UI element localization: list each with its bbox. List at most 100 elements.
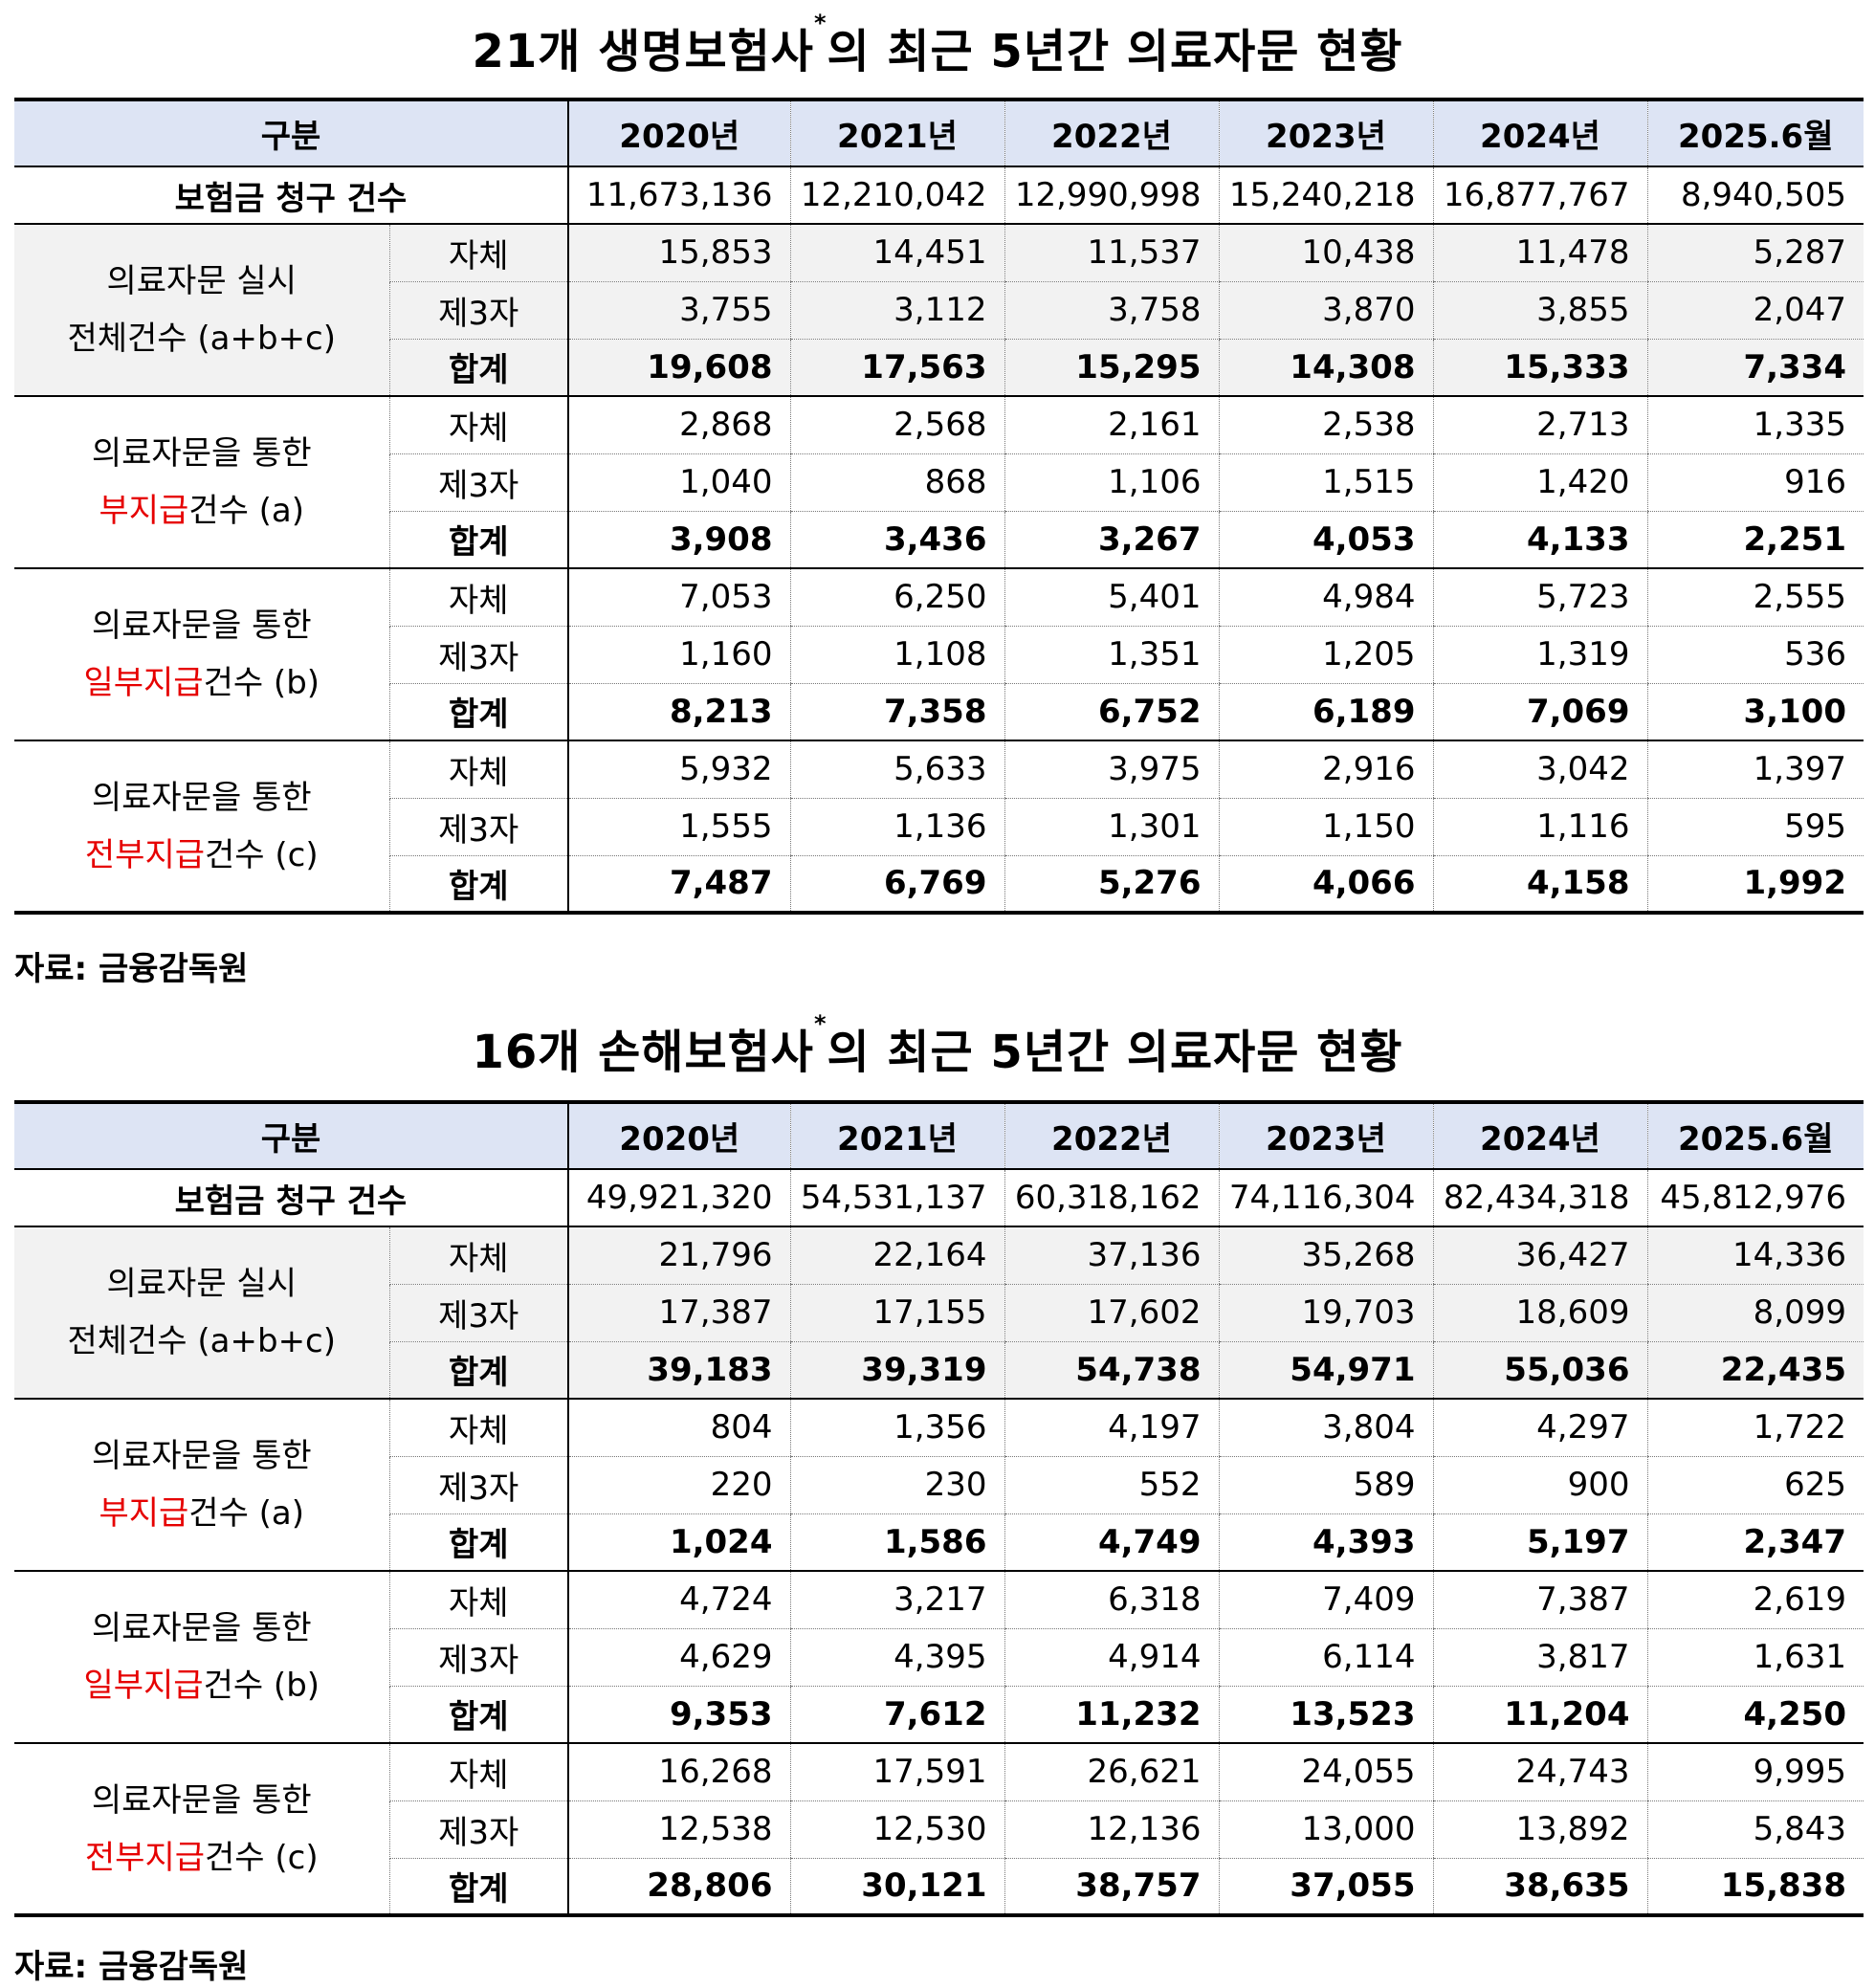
table-cell: 8,213 [567,683,790,741]
table-cell: 1,160 [567,626,790,684]
table-cell: 14,336 [1646,1226,1864,1285]
header-year: 2024년 [1432,98,1647,167]
table-cell: 3,112 [789,281,1004,340]
table-cell: 21,796 [567,1226,790,1285]
sub-label: 제3자 [388,453,568,512]
table-cell: 1,555 [567,798,790,856]
table-cell: 13,000 [1218,1800,1433,1859]
sub-label: 자체 [388,396,568,454]
header-year: 2023년 [1218,1100,1433,1170]
group-label: 의료자문을 통한 전부지급건수 (c) [14,1743,389,1917]
table-cell: 1,150 [1218,798,1433,856]
table-cell: 3,436 [789,511,1004,569]
table-cell: 3,804 [1218,1399,1433,1457]
table-row: 의료자문을 통한 부지급건수 (a) 자체 2,868 2,568 2,161 … [14,396,1864,569]
header-year: 2025.6월 [1646,1100,1864,1170]
table-cell: 26,621 [1004,1743,1219,1801]
sub-label: 자체 [388,568,568,627]
table-cell: 54,531,137 [789,1169,1004,1227]
table-cell: 3,855 [1432,281,1647,340]
table-row: 의료자문을 통한 일부지급건수 (b) 자체 4,724 3,217 6,318… [14,1571,1864,1744]
table-row: 제3자 4,629 4,395 4,914 6,114 3,817 1,631 [14,1628,1864,1687]
claims-row: 보험금 청구 건수 49,921,320 54,531,137 60,318,1… [14,1169,1864,1227]
table-cell: 1,351 [1004,626,1219,684]
table-cell: 1,319 [1432,626,1647,684]
table-cell: 15,295 [1004,339,1219,397]
nonlife-insurance-table: 구분 2020년 2021년 2022년 2023년 2024년 2025.6월… [14,1100,1864,1917]
table-cell: 39,319 [789,1341,1004,1400]
table-row: 제3자 12,538 12,530 12,136 13,000 13,892 5… [14,1800,1864,1859]
sub-label: 합계 [388,1686,568,1744]
table-cell: 24,055 [1218,1743,1433,1801]
table-cell: 36,427 [1432,1226,1647,1285]
table-row-total: 합계 9,353 7,612 11,232 13,523 11,204 4,25… [14,1686,1864,1744]
table-cell: 4,297 [1432,1399,1647,1457]
header-year: 2021년 [789,1100,1004,1170]
table-cell: 625 [1646,1456,1864,1514]
table-cell: 2,713 [1432,396,1647,454]
table-cell: 7,409 [1218,1571,1433,1629]
table-cell: 2,347 [1646,1513,1864,1572]
table-cell: 11,204 [1432,1686,1647,1744]
table-row: 제3자 1,040 868 1,106 1,515 1,420 916 [14,453,1864,512]
table-cell: 37,136 [1004,1226,1219,1285]
table-cell: 1,722 [1646,1399,1864,1457]
table-cell: 4,197 [1004,1399,1219,1457]
sub-label: 자체 [388,740,568,799]
table-cell: 13,892 [1432,1800,1647,1859]
table-row-total: 합계 3,908 3,436 3,267 4,053 4,133 2,251 [14,511,1864,569]
table-cell: 3,042 [1432,740,1647,799]
table-cell: 8,099 [1646,1284,1864,1342]
table-cell: 5,723 [1432,568,1647,627]
table-cell: 2,251 [1646,511,1864,569]
table-cell: 4,395 [789,1628,1004,1687]
header-year: 2022년 [1004,98,1219,167]
table-cell: 6,318 [1004,1571,1219,1629]
source-note: 자료: 금융감독원 [14,950,249,988]
table-cell: 13,523 [1218,1686,1433,1744]
sub-label: 합계 [388,511,568,569]
sub-label: 자체 [388,1226,568,1285]
sub-label: 합계 [388,1341,568,1400]
table-cell: 10,438 [1218,224,1433,282]
group-label: 의료자문 실시 전체건수 (a+b+c) [14,1226,389,1400]
table-cell: 2,161 [1004,396,1219,454]
table-cell: 552 [1004,1456,1219,1514]
table-cell: 9,995 [1646,1743,1864,1801]
sub-label: 합계 [388,1858,568,1917]
table-row: 의료자문 실시 전체건수 (a+b+c) 자체 21,796 22,164 37… [14,1226,1864,1400]
sub-label: 합계 [388,855,568,915]
table-cell: 4,250 [1646,1686,1864,1744]
table-cell: 7,334 [1646,339,1864,397]
table-cell: 12,990,998 [1004,166,1219,225]
table-cell: 4,629 [567,1628,790,1687]
header-year: 2021년 [789,98,1004,167]
table-cell: 4,053 [1218,511,1433,569]
table-cell: 900 [1432,1456,1647,1514]
table-cell: 6,769 [789,855,1004,915]
header-year: 2025.6월 [1646,98,1864,167]
table-cell: 24,743 [1432,1743,1647,1801]
table-cell: 1,420 [1432,453,1647,512]
sub-label: 자체 [388,1571,568,1629]
life-insurance-table: 구분 2020년 2021년 2022년 2023년 2024년 2025.6월… [14,98,1864,915]
table-cell: 12,530 [789,1800,1004,1859]
table-cell: 11,232 [1004,1686,1219,1744]
table-cell: 5,287 [1646,224,1864,282]
table-cell: 12,210,042 [789,166,1004,225]
sub-label: 제3자 [388,1800,568,1859]
table-cell: 17,563 [789,339,1004,397]
table-cell: 17,591 [789,1743,1004,1801]
header-year: 2020년 [567,1100,790,1170]
group-label: 의료자문을 통한 일부지급건수 (b) [14,1571,389,1744]
table-cell: 54,738 [1004,1341,1219,1400]
table-row: 제3자 1,160 1,108 1,351 1,205 1,319 536 [14,626,1864,684]
table-cell: 6,189 [1218,683,1433,741]
table-cell: 5,197 [1432,1513,1647,1572]
table-cell: 15,838 [1646,1858,1864,1917]
sub-label: 자체 [388,1399,568,1457]
group-label: 의료자문을 통한 부지급건수 (a) [14,1399,389,1572]
table-cell: 14,308 [1218,339,1433,397]
table-cell: 5,843 [1646,1800,1864,1859]
table-cell: 3,870 [1218,281,1433,340]
